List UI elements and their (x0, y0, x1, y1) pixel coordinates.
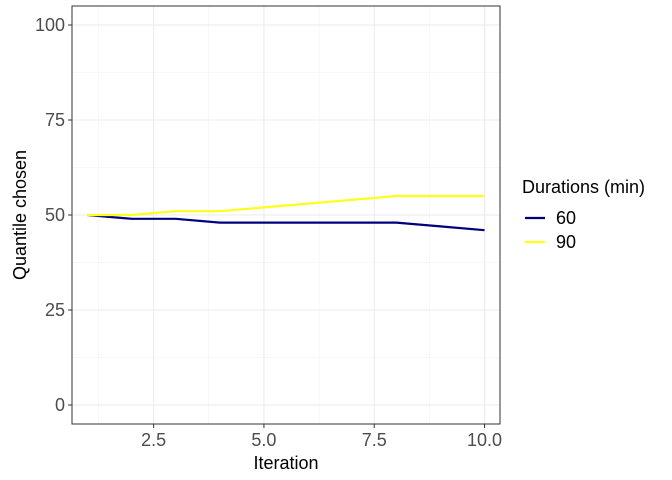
y-tick-label: 100 (35, 15, 65, 35)
x-tick-label: 10.0 (467, 430, 502, 450)
axis-ticks (68, 24, 486, 428)
axis-tick-labels: 2.5 5.0 7.5 10.0 0 25 50 75 100 (35, 15, 502, 450)
x-axis-title: Iteration (253, 453, 318, 473)
legend-title: Durations (min) (522, 177, 645, 197)
x-tick-label: 7.5 (362, 430, 387, 450)
y-tick-label: 25 (45, 300, 65, 320)
y-tick-label: 50 (45, 205, 65, 225)
x-tick-label: 2.5 (141, 430, 166, 450)
series-line-60 (87, 213, 485, 232)
legend-label-90: 90 (556, 232, 576, 252)
series-lines (87, 194, 485, 232)
y-tick-label: 0 (55, 395, 65, 415)
grid (72, 6, 500, 424)
series-line-90 (87, 194, 485, 217)
y-tick-label: 75 (45, 110, 65, 130)
y-axis-title: Quantile chosen (10, 150, 30, 280)
legend-label-60: 60 (556, 208, 576, 228)
x-tick-label: 5.0 (251, 430, 276, 450)
